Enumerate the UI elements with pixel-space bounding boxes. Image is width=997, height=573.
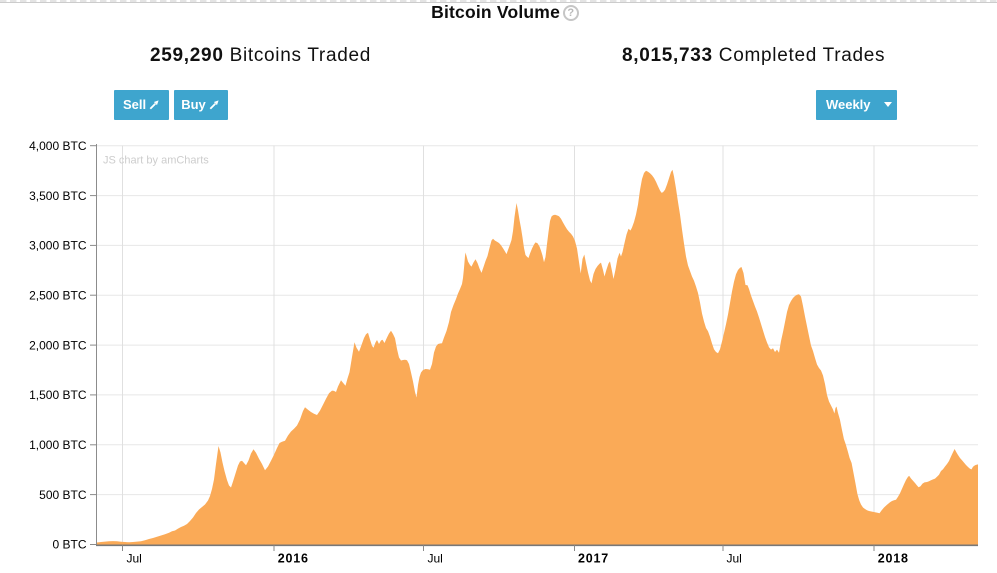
svg-text:Jul: Jul <box>428 552 443 566</box>
svg-text:Jul: Jul <box>727 552 742 566</box>
svg-text:1,000 BTC: 1,000 BTC <box>29 438 87 452</box>
svg-text:0 BTC: 0 BTC <box>52 538 86 552</box>
svg-text:JS chart by amCharts: JS chart by amCharts <box>103 155 209 167</box>
svg-text:1,500 BTC: 1,500 BTC <box>29 388 87 402</box>
svg-text:500 BTC: 500 BTC <box>39 488 87 502</box>
svg-text:2,500 BTC: 2,500 BTC <box>29 288 87 302</box>
svg-text:2018: 2018 <box>878 552 909 566</box>
svg-text:3,000 BTC: 3,000 BTC <box>29 239 87 253</box>
svg-text:2,000 BTC: 2,000 BTC <box>29 338 87 352</box>
svg-text:3,500 BTC: 3,500 BTC <box>29 189 87 203</box>
svg-text:2016: 2016 <box>278 552 309 566</box>
svg-text:4,000 BTC: 4,000 BTC <box>29 139 87 153</box>
svg-text:Jul: Jul <box>127 552 142 566</box>
svg-text:2017: 2017 <box>578 552 609 566</box>
